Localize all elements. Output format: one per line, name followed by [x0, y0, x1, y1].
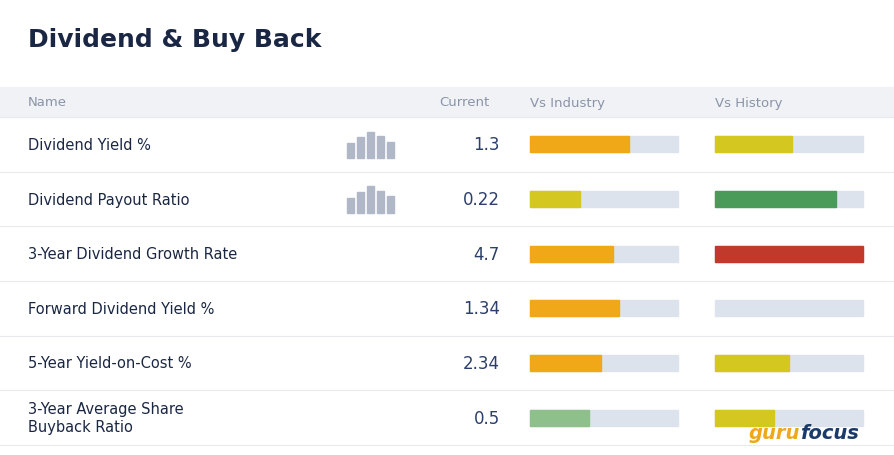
Bar	[530, 410, 589, 426]
Bar	[0, 88, 894, 118]
Bar	[715, 246, 863, 262]
Text: Vs History: Vs History	[715, 96, 782, 109]
Text: Dividend Payout Ratio: Dividend Payout Ratio	[28, 192, 190, 207]
Text: 2.34: 2.34	[463, 354, 500, 372]
Bar	[715, 246, 863, 262]
Bar	[376, 136, 384, 159]
Text: 0.22: 0.22	[463, 191, 500, 208]
Bar	[530, 192, 580, 207]
Text: Forward Dividend Yield %: Forward Dividend Yield %	[28, 301, 215, 316]
Bar	[530, 301, 678, 317]
Bar	[386, 142, 393, 159]
Bar	[715, 410, 774, 426]
Bar	[715, 137, 863, 153]
Bar	[715, 137, 792, 153]
Bar	[376, 191, 384, 213]
Text: 1.3: 1.3	[474, 136, 500, 154]
Bar	[715, 192, 863, 207]
Bar	[530, 246, 613, 262]
Bar	[357, 138, 364, 159]
Text: focus: focus	[800, 424, 859, 443]
Bar	[367, 132, 374, 159]
Bar	[715, 410, 863, 426]
Text: 1.34: 1.34	[463, 300, 500, 318]
Bar	[530, 301, 619, 317]
Bar	[530, 355, 601, 371]
Text: Name: Name	[28, 96, 67, 109]
Bar	[715, 192, 837, 207]
Text: Dividend & Buy Back: Dividend & Buy Back	[28, 28, 321, 52]
Bar	[530, 410, 678, 426]
Bar	[347, 144, 353, 159]
Bar	[715, 301, 863, 317]
Bar	[530, 246, 678, 262]
Bar	[386, 197, 393, 213]
Text: 4.7: 4.7	[474, 245, 500, 263]
Bar	[367, 187, 374, 213]
Bar	[715, 355, 789, 371]
Text: Vs Industry: Vs Industry	[530, 96, 605, 109]
Bar	[530, 192, 678, 207]
Bar	[530, 137, 629, 153]
Bar	[347, 198, 353, 213]
Text: Dividend Yield %: Dividend Yield %	[28, 137, 151, 152]
Bar	[715, 355, 863, 371]
Text: Buyback Ratio: Buyback Ratio	[28, 419, 133, 434]
Text: 3-Year Dividend Growth Rate: 3-Year Dividend Growth Rate	[28, 247, 237, 262]
Bar	[357, 192, 364, 213]
Text: 5-Year Yield-on-Cost %: 5-Year Yield-on-Cost %	[28, 356, 191, 371]
Bar	[530, 137, 678, 153]
Text: 3-Year Average Share: 3-Year Average Share	[28, 401, 183, 416]
Text: guru: guru	[749, 424, 800, 443]
Bar	[530, 355, 678, 371]
Text: Current: Current	[440, 96, 490, 109]
Text: 0.5: 0.5	[474, 409, 500, 427]
